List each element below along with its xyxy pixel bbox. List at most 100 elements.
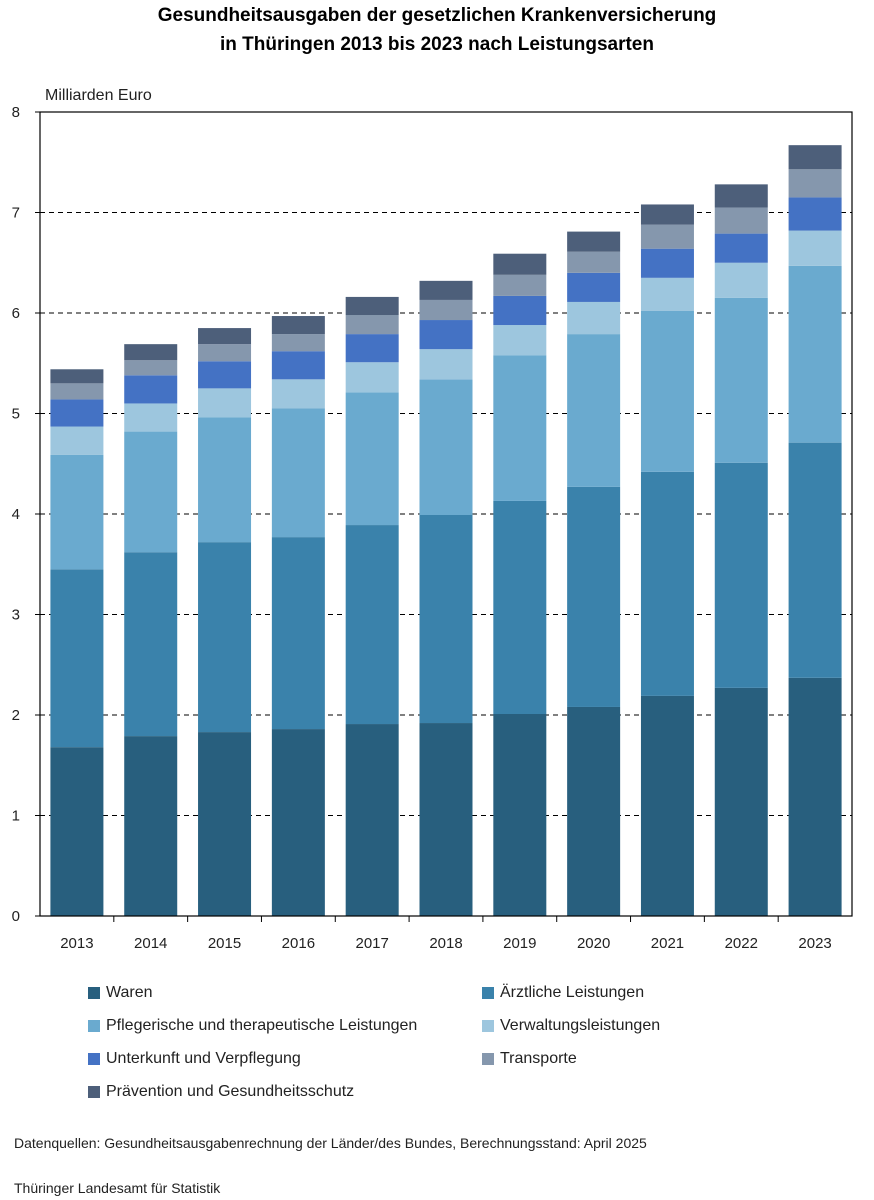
bar-segment-2020-6	[567, 231, 621, 252]
x-tick-label: 2017	[355, 935, 388, 952]
bar-segment-2022-0	[714, 687, 768, 916]
bar-segment-2015-5	[198, 344, 252, 362]
y-tick-label: 2	[12, 707, 20, 724]
bar-segment-2015-1	[198, 542, 252, 733]
bar-segment-2021-5	[640, 224, 694, 249]
bar-segment-2017-2	[345, 392, 399, 526]
bar-segment-2021-1	[640, 471, 694, 696]
legend-label: Unterkunft und Verpflegung	[106, 1050, 301, 1067]
legend-swatch	[482, 1053, 494, 1065]
bar-segment-2016-1	[271, 537, 325, 730]
bar-segment-2021-2	[640, 310, 694, 472]
bar-segment-2023-2	[788, 265, 842, 443]
bar-segment-2022-6	[714, 184, 768, 208]
legend-label: Transporte	[500, 1050, 577, 1067]
bar-segment-2015-6	[198, 328, 252, 345]
bar-segment-2018-0	[419, 723, 473, 916]
bar-segment-2019-2	[493, 355, 547, 501]
bar-segment-2018-1	[419, 515, 473, 724]
bar-segment-2019-1	[493, 500, 547, 714]
bar-segment-2021-6	[640, 204, 694, 225]
x-tick-label: 2015	[208, 935, 241, 952]
source-note: Datenquellen: Gesundheitsausgabenrechnun…	[14, 1135, 647, 1151]
x-tick-label: 2018	[429, 935, 462, 952]
bar-segment-2022-5	[714, 207, 768, 234]
bar-segment-2020-5	[567, 251, 621, 273]
bar-segment-2014-0	[124, 736, 178, 916]
bar-segment-2017-4	[345, 334, 399, 363]
x-tick-label: 2013	[60, 935, 93, 952]
bar-segment-2023-1	[788, 442, 842, 678]
bar-segment-2016-6	[271, 316, 325, 335]
legend-item: Ärztliche Leistungen	[482, 984, 644, 1002]
bar-segment-2021-3	[640, 277, 694, 311]
bar-segment-2021-0	[640, 695, 694, 916]
bar-segment-2013-3	[50, 426, 104, 455]
bar-segment-2022-3	[714, 262, 768, 298]
bar-segment-2013-0	[50, 747, 104, 916]
legend-label: Waren	[106, 984, 153, 1001]
bar-segment-2017-6	[345, 296, 399, 316]
bar-segment-2016-4	[271, 351, 325, 380]
bar-segment-2023-5	[788, 169, 842, 198]
bar-segment-2021-4	[640, 248, 694, 278]
legend-swatch	[88, 1053, 100, 1065]
bar-segment-2016-2	[271, 408, 325, 538]
bar-segment-2019-4	[493, 295, 547, 326]
legend-item: Pflegerische und therapeutische Leistung…	[88, 1017, 417, 1035]
bar-segment-2017-5	[345, 315, 399, 335]
bar-segment-2017-3	[345, 362, 399, 393]
legend-item: Unterkunft und Verpflegung	[88, 1050, 301, 1068]
bar-segment-2014-5	[124, 360, 178, 376]
bar-segment-2017-0	[345, 724, 399, 916]
publisher: Thüringer Landesamt für Statistik	[14, 1180, 221, 1196]
legend-item: Transporte	[482, 1050, 577, 1068]
bar-segment-2018-4	[419, 320, 473, 350]
bar-segment-2020-4	[567, 272, 621, 302]
bar-segment-2023-3	[788, 230, 842, 266]
legend-swatch	[482, 1020, 494, 1032]
legend-swatch	[88, 1020, 100, 1032]
x-tick-label: 2021	[651, 935, 684, 952]
legend-label: Prävention und Gesundheitsschutz	[106, 1083, 355, 1100]
y-tick-label: 5	[12, 406, 20, 423]
bar-segment-2015-4	[198, 361, 252, 389]
legend-label: Pflegerische und therapeutische Leistung…	[106, 1017, 418, 1034]
bar-segment-2020-2	[567, 334, 621, 487]
stacked-bar-chart: 0 1 2 3 4 5 6 7 8 2013 2014 2015 2016 2017 2018 2019 202…	[12, 104, 853, 952]
y-axis-label: Milliarden Euro	[45, 87, 152, 104]
bar-segment-2013-1	[50, 569, 104, 748]
bar-segment-2013-4	[50, 399, 104, 427]
y-tick-label: 1	[12, 808, 20, 825]
legend-swatch	[88, 1086, 100, 1098]
plot-frame	[39, 111, 853, 917]
bar-segment-2018-5	[419, 299, 473, 321]
bar-segment-2014-2	[124, 431, 178, 553]
bar-segment-2015-3	[198, 388, 252, 418]
y-tick-label: 4	[12, 506, 20, 523]
bar-segment-2013-5	[50, 383, 104, 400]
bar-segment-2018-2	[419, 379, 473, 516]
bar-segment-2015-2	[198, 417, 252, 543]
chart-title-line-2: in Thüringen 2013 bis 2023 nach Leistung…	[220, 34, 654, 55]
bar-segment-2018-3	[419, 349, 473, 380]
bar-segment-2014-3	[124, 403, 178, 432]
x-tick-label: 2016	[282, 935, 315, 952]
bar-segment-2017-1	[345, 525, 399, 725]
bar-segment-2022-1	[714, 462, 768, 688]
y-tick-label: 0	[12, 908, 20, 925]
bar-segment-2019-3	[493, 325, 547, 356]
bar-segment-2014-4	[124, 375, 178, 404]
legend-swatch	[88, 987, 100, 999]
x-tick-label: 2014	[134, 935, 167, 952]
bar-segment-2023-6	[788, 145, 842, 170]
bar-segment-2016-0	[271, 729, 325, 916]
bar-segment-2019-5	[493, 274, 547, 296]
legend-label: Ärztliche Leistungen	[500, 984, 645, 1001]
bar-segment-2020-1	[567, 486, 621, 707]
x-tick-label: 2020	[577, 935, 610, 952]
bar-segment-2023-4	[788, 197, 842, 231]
y-tick-label: 8	[12, 104, 20, 121]
y-tick-label: 7	[12, 205, 20, 222]
